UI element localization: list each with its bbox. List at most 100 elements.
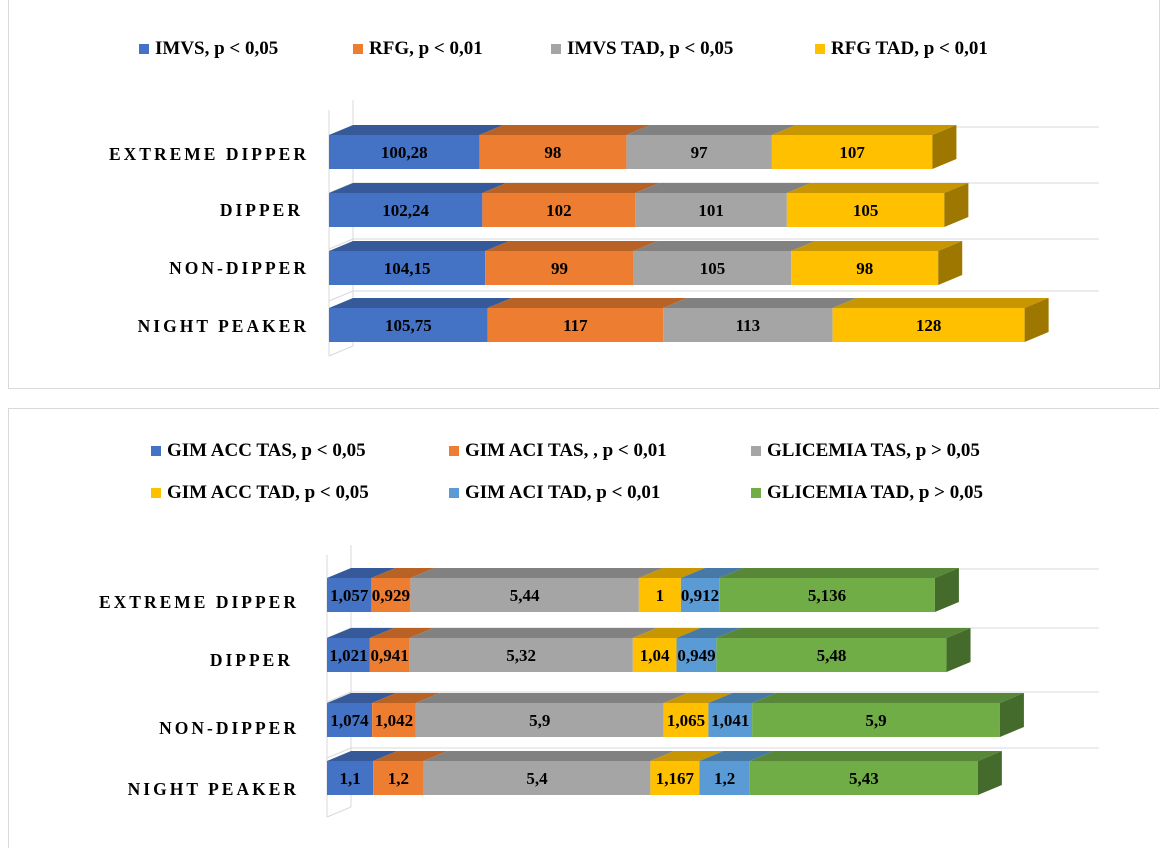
bar-segment-top bbox=[369, 628, 434, 638]
bar-group: 102,24 102 101 105 bbox=[329, 183, 969, 227]
legend-swatch bbox=[551, 44, 561, 54]
bar-segment-top bbox=[415, 693, 688, 703]
bar-segment-top bbox=[327, 693, 397, 703]
bar-segment-side bbox=[1024, 298, 1049, 342]
bar-segment bbox=[635, 193, 787, 227]
bar-segment bbox=[832, 308, 1025, 342]
bar-segment bbox=[329, 251, 486, 285]
bar-segment-side bbox=[934, 568, 959, 612]
bar-segment-top bbox=[752, 693, 1024, 703]
bar-segment-top bbox=[329, 298, 512, 308]
data-label: 1,057 bbox=[330, 586, 369, 605]
bar-segment-top bbox=[663, 693, 733, 703]
bar-segment-top bbox=[716, 628, 971, 638]
bar-segment-top bbox=[327, 628, 394, 638]
bar-segment-top bbox=[423, 751, 675, 761]
data-label: 1,042 bbox=[375, 711, 413, 730]
legend-label: RFG, p < 0,01 bbox=[369, 38, 483, 59]
bar-segment bbox=[329, 135, 480, 169]
gridline-slant bbox=[328, 290, 354, 302]
data-label: 5,32 bbox=[506, 646, 536, 665]
bar-segment bbox=[371, 578, 411, 612]
bar-segment bbox=[752, 703, 1000, 737]
bar-segment bbox=[663, 703, 709, 737]
data-label: 1,167 bbox=[656, 769, 695, 788]
legend-swatch bbox=[151, 446, 161, 456]
legend-label: IMVS TAD, p < 0,05 bbox=[567, 38, 734, 59]
bar-segment-top bbox=[708, 693, 777, 703]
bar-segment bbox=[676, 638, 717, 672]
bar-segment-top bbox=[771, 125, 957, 135]
data-label: 113 bbox=[736, 316, 761, 335]
data-label: 5,48 bbox=[817, 646, 847, 665]
data-label: 5,44 bbox=[510, 586, 540, 605]
bar-segment bbox=[663, 308, 833, 342]
bar-segment-side bbox=[944, 183, 969, 227]
legend-swatch bbox=[751, 446, 761, 456]
bar-segment bbox=[633, 251, 792, 285]
bar-segment-top bbox=[650, 751, 724, 761]
data-label: 5,4 bbox=[526, 769, 548, 788]
data-label: 117 bbox=[563, 316, 588, 335]
legend-item: IMVS TAD, p < 0,05 bbox=[551, 37, 733, 61]
legend-swatch bbox=[139, 44, 149, 54]
legend-label: GIM ACC TAS, p < 0,05 bbox=[167, 440, 366, 461]
floor-edge bbox=[328, 345, 354, 357]
bar-segment bbox=[327, 703, 373, 737]
bar-segment-top bbox=[372, 693, 440, 703]
legend-item: RFG, p < 0,01 bbox=[353, 37, 483, 61]
data-label: 105 bbox=[700, 259, 726, 278]
data-label: 1,065 bbox=[667, 711, 705, 730]
bar-group: 100,28 98 97 107 bbox=[329, 125, 957, 169]
bar-segment-top bbox=[485, 241, 658, 251]
data-label: 97 bbox=[691, 143, 709, 162]
bar-segment-top bbox=[373, 751, 448, 761]
data-label: 0,949 bbox=[677, 646, 715, 665]
data-label: 1,074 bbox=[330, 711, 369, 730]
legend-swatch bbox=[815, 44, 825, 54]
legend-item: GIM ACC TAS, p < 0,05 bbox=[151, 439, 366, 463]
legend-item: GIM ACI TAS, , p < 0,01 bbox=[449, 439, 667, 463]
data-label: 101 bbox=[698, 201, 724, 220]
bar-segment-side bbox=[999, 693, 1024, 737]
bar-segment-side bbox=[946, 628, 971, 672]
legend-item: GLICEMIA TAD, p > 0,05 bbox=[751, 481, 983, 505]
bar-segment-top bbox=[749, 751, 1002, 761]
legend-item: GIM ACI TAD, p < 0,01 bbox=[449, 481, 660, 505]
bar-segment bbox=[329, 193, 483, 227]
bar-segment-top bbox=[479, 125, 651, 135]
data-label: 1,1 bbox=[339, 769, 360, 788]
legend-swatch bbox=[449, 488, 459, 498]
bar-segment bbox=[487, 308, 664, 342]
bar-segment bbox=[482, 193, 636, 227]
bar-segment-side bbox=[938, 241, 963, 285]
bar-segment bbox=[791, 251, 939, 285]
bar-segment-top bbox=[409, 628, 657, 638]
bar-segment-top bbox=[663, 298, 857, 308]
bar-segment bbox=[369, 638, 410, 672]
bar-segment bbox=[327, 761, 374, 795]
bar-segment-top bbox=[329, 125, 504, 135]
data-label: 100,28 bbox=[381, 143, 428, 162]
bar-segment bbox=[372, 703, 416, 737]
legend-label: GIM ACI TAS, , p < 0,01 bbox=[465, 440, 667, 461]
bar-segment bbox=[415, 703, 664, 737]
bar-group: 1,057 0,929 5,44 1 0,912 5,136 bbox=[327, 568, 959, 612]
legend-swatch bbox=[449, 446, 459, 456]
legend-item: GLICEMIA TAS, p > 0,05 bbox=[751, 439, 980, 463]
bar-segment bbox=[650, 761, 700, 795]
legend-item: IMVS, p < 0,05 bbox=[139, 37, 278, 61]
bar-segment-top bbox=[327, 751, 398, 761]
legend-label: GLICEMIA TAD, p > 0,05 bbox=[767, 482, 983, 503]
bar-segment-top bbox=[680, 568, 744, 578]
bar-segment-top bbox=[638, 568, 705, 578]
legend: GIM ACC TAD, p < 0,05 GIM ACI TAD, p < 0… bbox=[9, 481, 1159, 505]
bar-segment bbox=[708, 703, 753, 737]
bar-segment bbox=[327, 578, 372, 612]
bar-group: 105,75 117 113 128 bbox=[329, 298, 1049, 342]
gridline-slant bbox=[326, 747, 352, 759]
bar-segment-top bbox=[482, 183, 660, 193]
gridline-slant bbox=[326, 691, 352, 703]
data-label: 99 bbox=[551, 259, 568, 278]
